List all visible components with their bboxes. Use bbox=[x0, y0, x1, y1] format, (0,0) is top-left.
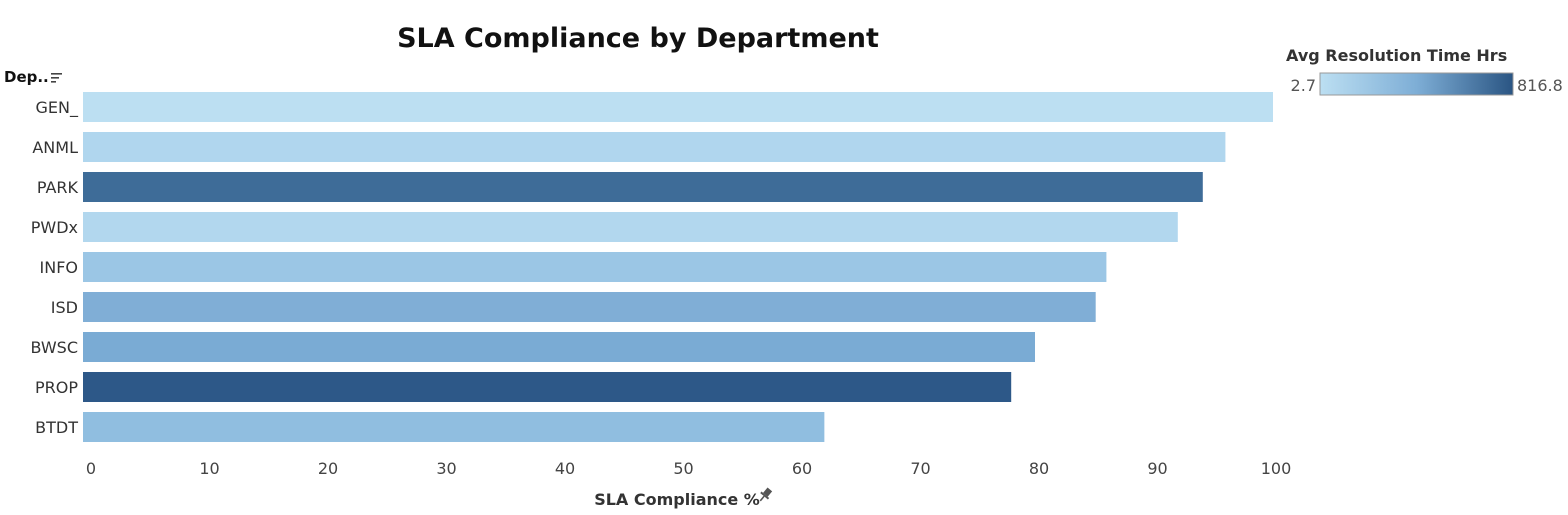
bars-group bbox=[83, 92, 1273, 442]
bar-park[interactable] bbox=[83, 172, 1203, 202]
category-label[interactable]: BTDT bbox=[35, 418, 78, 437]
category-label[interactable]: PWDx bbox=[31, 218, 78, 237]
x-tick-label: 50 bbox=[673, 459, 693, 478]
x-tick-label: 60 bbox=[792, 459, 812, 478]
x-tick-label: 70 bbox=[910, 459, 930, 478]
x-axis-title: SLA Compliance % bbox=[594, 490, 760, 509]
legend-gradient-bar bbox=[1319, 72, 1514, 96]
x-tick-label: 80 bbox=[1029, 459, 1049, 478]
bar-pwdx[interactable] bbox=[83, 212, 1178, 242]
category-label[interactable]: GEN_ bbox=[36, 98, 79, 118]
x-tick-label: 100 bbox=[1261, 459, 1292, 478]
y-axis-header[interactable]: Dep.. bbox=[4, 68, 49, 86]
x-axis-ticks: 0 10 20 30 40 50 60 70 80 90 100 bbox=[86, 459, 1291, 478]
bar-prop[interactable] bbox=[83, 372, 1012, 402]
x-tick-label: 20 bbox=[318, 459, 338, 478]
color-legend[interactable]: Avg Resolution Time Hrs 2.7 816.8 bbox=[1286, 46, 1563, 96]
category-label[interactable]: ANML bbox=[32, 138, 78, 157]
category-label[interactable]: BWSC bbox=[30, 338, 78, 357]
x-tick-label: 90 bbox=[1147, 459, 1167, 478]
legend-max-label: 816.8 bbox=[1517, 76, 1563, 95]
bar-bwsc[interactable] bbox=[83, 332, 1035, 362]
x-tick-label: 10 bbox=[199, 459, 219, 478]
bar-gen[interactable] bbox=[83, 92, 1273, 122]
chart-title: SLA Compliance by Department bbox=[397, 23, 879, 54]
bar-btdt[interactable] bbox=[83, 412, 825, 442]
legend-min-label: 2.7 bbox=[1291, 76, 1316, 95]
bar-isd[interactable] bbox=[83, 292, 1096, 322]
x-tick-label: 0 bbox=[86, 459, 96, 478]
bar-info[interactable] bbox=[83, 252, 1107, 282]
category-label[interactable]: PARK bbox=[37, 178, 79, 197]
x-tick-label: 40 bbox=[555, 459, 575, 478]
legend-title: Avg Resolution Time Hrs bbox=[1286, 46, 1507, 65]
category-label[interactable]: ISD bbox=[51, 298, 78, 317]
sort-descending-icon[interactable] bbox=[51, 73, 62, 83]
x-tick-label: 30 bbox=[436, 459, 456, 478]
pin-icon[interactable] bbox=[756, 486, 773, 504]
category-label[interactable]: INFO bbox=[40, 258, 78, 277]
bar-anml[interactable] bbox=[83, 132, 1226, 162]
category-label[interactable]: PROP bbox=[35, 378, 78, 397]
category-labels: GEN_ ANML PARK PWDx INFO ISD BWSC PROP BTDT bbox=[30, 98, 79, 437]
